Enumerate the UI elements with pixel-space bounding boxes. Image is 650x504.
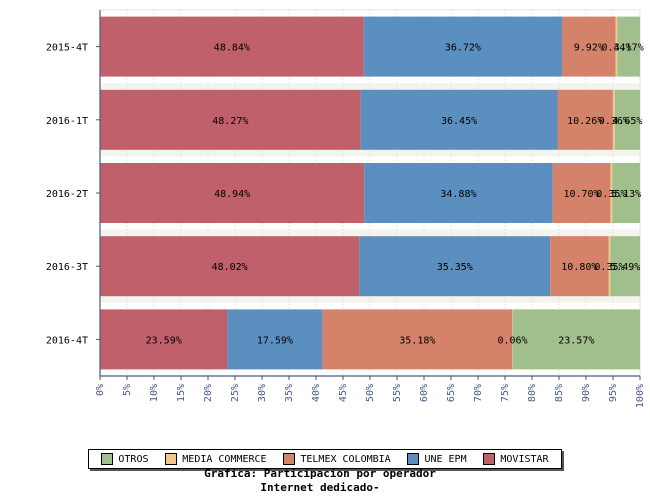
category-label: 2016-2T <box>46 189 88 200</box>
legend-item: TELMEX COLOMBIA <box>283 453 390 465</box>
x-tick-label: 25% <box>230 384 241 402</box>
category-label: 2016-1T <box>46 116 88 127</box>
x-tick-label: 70% <box>473 384 484 402</box>
legend-item: UNE EPM <box>407 453 466 465</box>
x-tick-label: 15% <box>176 384 187 402</box>
legend-swatch <box>483 453 495 465</box>
x-tick-label: 100% <box>635 384 646 408</box>
data-label: 9.92% <box>574 43 604 54</box>
x-tick-label: 95% <box>608 384 619 402</box>
x-tick-label: 50% <box>365 384 376 402</box>
data-label: 48.02% <box>212 262 248 273</box>
legend-swatch <box>407 453 419 465</box>
x-tick-label: 75% <box>500 384 511 402</box>
data-label: 34.88% <box>440 189 476 200</box>
x-tick-label: 80% <box>527 384 538 402</box>
legend-label: TELMEX COLOMBIA <box>300 454 390 465</box>
x-tick-label: 35% <box>284 384 295 402</box>
legend-item: MEDIA COMMERCE <box>165 453 266 465</box>
x-tick-label: 0% <box>95 384 106 396</box>
x-tick-label: 20% <box>203 384 214 402</box>
data-label: 35.18% <box>399 335 435 346</box>
legend-item: MOVISTAR <box>483 453 548 465</box>
legend-label: MOVISTAR <box>500 454 548 465</box>
category-label: 2016-4T <box>46 335 88 346</box>
data-label: 5.13% <box>611 189 641 200</box>
data-label: 23.59% <box>146 335 182 346</box>
data-label: 36.72% <box>445 43 481 54</box>
x-tick-label: 5% <box>122 384 133 396</box>
category-label: 2015-4T <box>46 43 88 54</box>
data-label: 4.17% <box>614 43 644 54</box>
x-tick-label: 30% <box>257 384 268 402</box>
data-label: 48.27% <box>212 116 248 127</box>
chart-legend: OTROS MEDIA COMMERCE TELMEX COLOMBIA UNE EP… <box>88 449 562 469</box>
legend-swatch <box>165 453 177 465</box>
chart-title-line-1: Grafica: Participacion por operador <box>0 467 645 480</box>
legend-label: UNE EPM <box>424 454 466 465</box>
legend-label: OTROS <box>118 454 148 465</box>
data-label: 0.06% <box>497 335 527 346</box>
x-tick-label: 90% <box>581 384 592 402</box>
data-label: 10.80% <box>561 262 597 273</box>
x-tick-label: 65% <box>446 384 457 402</box>
data-label: 17.59% <box>257 335 293 346</box>
x-tick-label: 10% <box>149 384 160 402</box>
data-label: 48.84% <box>214 43 250 54</box>
legend-item: OTROS <box>101 453 148 465</box>
data-label: 4.65% <box>612 116 642 127</box>
x-tick-label: 40% <box>311 384 322 402</box>
legend-swatch <box>101 453 113 465</box>
x-tick-label: 60% <box>419 384 430 402</box>
data-label: 48.94% <box>214 189 250 200</box>
x-tick-label: 85% <box>554 384 565 402</box>
legend-swatch <box>283 453 295 465</box>
data-label: 10.70% <box>563 189 599 200</box>
x-tick-label: 45% <box>338 384 349 402</box>
data-label: 5.49% <box>610 262 640 273</box>
data-label: 23.57% <box>558 335 594 346</box>
category-label: 2016-3T <box>46 262 88 273</box>
legend-label: MEDIA COMMERCE <box>182 454 266 465</box>
data-label: 35.35% <box>437 262 473 273</box>
chart-title-line-2: Internet dedicado- <box>0 481 645 494</box>
x-tick-label: 55% <box>392 384 403 402</box>
data-label: 36.45% <box>441 116 477 127</box>
